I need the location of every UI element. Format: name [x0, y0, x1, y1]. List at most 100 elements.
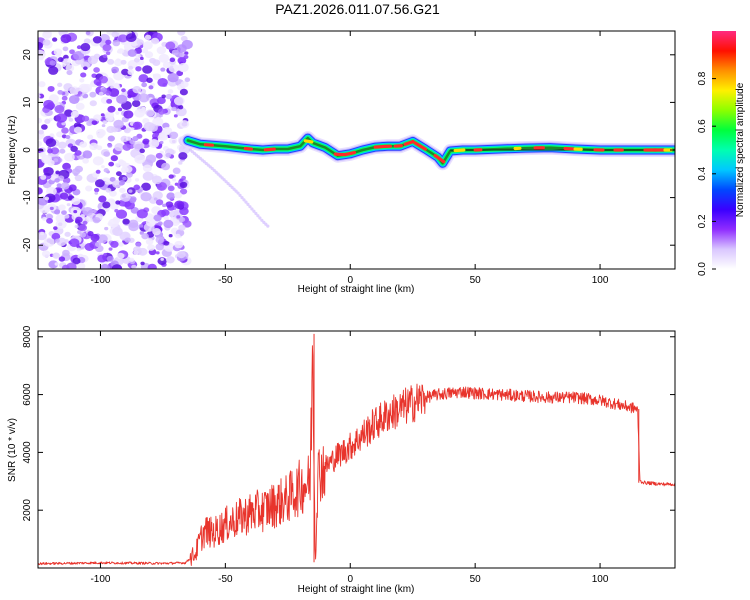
- top-y-axis: 20 10 0 -10 -20: [22, 49, 675, 252]
- noise-blob: [133, 184, 141, 191]
- noise-blob: [113, 71, 125, 81]
- noise-blob: [47, 159, 55, 167]
- noise-blob: [50, 147, 60, 155]
- x-tick-label: 100: [592, 574, 609, 585]
- noise-blob: [77, 230, 82, 234]
- noise-blob: [143, 122, 155, 132]
- tail-point: [218, 174, 222, 178]
- noise-blob: [129, 257, 135, 262]
- noise-blob: [98, 91, 104, 96]
- noise-blob: [168, 234, 173, 238]
- bottom-plot-frame: [37, 330, 676, 569]
- noise-blob: [161, 209, 170, 217]
- y-tick-label: 20: [22, 49, 33, 61]
- noise-blob: [64, 231, 71, 237]
- noise-blob: [179, 188, 188, 195]
- noise-blob: [53, 158, 59, 163]
- noise-blob: [136, 209, 148, 219]
- noise-blob: [133, 57, 140, 63]
- noise-blob: [118, 34, 128, 43]
- noise-blob: [174, 191, 183, 199]
- noise-blob: [116, 94, 128, 104]
- noise-blob: [159, 114, 163, 118]
- noise-blob: [183, 54, 189, 59]
- noise-blob: [140, 261, 145, 266]
- noise-blob: [92, 216, 101, 224]
- noise-blob: [107, 143, 113, 148]
- noise-blob: [103, 252, 107, 256]
- noise-blob: [62, 46, 69, 52]
- noise-blob: [120, 166, 129, 174]
- noise-blob: [161, 94, 166, 99]
- x-tick-label: 50: [470, 275, 482, 286]
- noise-blob: [172, 167, 181, 175]
- noise-blob: [87, 55, 99, 65]
- noise-blob: [118, 242, 124, 247]
- tail-point: [230, 185, 234, 189]
- noise-blob: [76, 45, 82, 50]
- x-tick-label: -100: [90, 275, 110, 286]
- noise-blob: [82, 115, 90, 122]
- noise-blob: [167, 185, 175, 192]
- noise-blob: [162, 61, 171, 69]
- noise-blob: [184, 77, 191, 83]
- noise-blob: [162, 126, 173, 136]
- noise-blob: [119, 187, 126, 194]
- noise-blob: [108, 161, 115, 167]
- noise-blob: [123, 110, 134, 119]
- noise-blob: [105, 51, 111, 56]
- noise-blob: [89, 142, 99, 151]
- noise-blob: [66, 70, 73, 76]
- noise-blob: [38, 81, 46, 88]
- noise-blob: [114, 143, 124, 152]
- noise-blob: [109, 176, 116, 182]
- noise-blob: [77, 91, 83, 95]
- colorbar-strip: [712, 31, 736, 269]
- noise-blob: [55, 113, 68, 123]
- noise-region: [38, 31, 193, 269]
- noise-blob: [159, 133, 169, 141]
- noise-blob: [175, 107, 187, 117]
- y-tick-label: 2000: [22, 499, 33, 522]
- noise-blob: [78, 83, 89, 93]
- noise-blob: [68, 117, 74, 122]
- noise-blob: [113, 82, 120, 88]
- noise-blob: [47, 214, 54, 220]
- noise-blob: [108, 88, 120, 97]
- noise-blob: [54, 238, 60, 243]
- noise-blob: [61, 121, 66, 126]
- y-tick-label: 4000: [22, 441, 33, 464]
- noise-blob: [142, 41, 153, 50]
- noise-blob: [116, 50, 121, 54]
- noise-blob: [107, 221, 113, 226]
- noise-blob: [160, 67, 166, 72]
- tail-point: [228, 183, 232, 188]
- noise-blob: [142, 138, 150, 145]
- noise-blob: [113, 58, 123, 67]
- noise-blob: [80, 43, 91, 52]
- noise-blob: [42, 39, 51, 46]
- noise-blob: [142, 65, 153, 74]
- noise-blob: [61, 127, 69, 134]
- noise-blob: [145, 154, 157, 164]
- noise-blob: [144, 51, 154, 59]
- trace-peak: [563, 146, 577, 151]
- noise-blob: [112, 180, 122, 189]
- noise-blob: [42, 216, 47, 221]
- noise-blob: [142, 171, 154, 181]
- noise-blob: [171, 106, 177, 112]
- noise-blob: [182, 220, 192, 228]
- noise-blob: [93, 78, 102, 86]
- noise-blob: [76, 247, 82, 252]
- tail-point: [254, 211, 258, 216]
- noise-blob: [69, 238, 80, 247]
- noise-blob: [73, 172, 79, 177]
- noise-blob: [54, 105, 65, 114]
- noise-blob: [53, 48, 63, 56]
- snr-panel: -100 -50 0 50 100 2000 4000 6000 8000 Height of…: [7, 325, 676, 595]
- noise-blob: [92, 156, 104, 166]
- noise-blob: [153, 214, 162, 222]
- noise-blob: [111, 66, 120, 74]
- noise-blob: [150, 37, 160, 45]
